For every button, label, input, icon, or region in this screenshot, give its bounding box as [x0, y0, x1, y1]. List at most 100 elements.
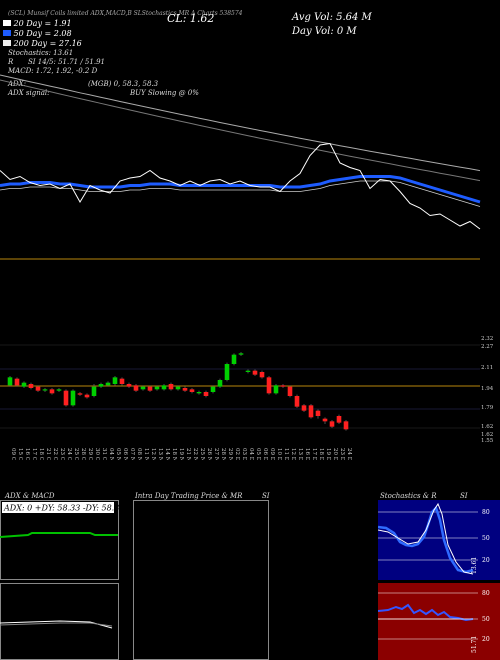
date-tick-label: 21 Nov [185, 448, 191, 460]
ma20-readout: 20 Day = 1.91 [3, 19, 72, 28]
date-tick-label: 24 Oct [66, 448, 72, 460]
date-tick-label: 08 Nov [136, 448, 142, 460]
close-price: CL: 1.62 [167, 12, 215, 25]
price-axis-label: 2.11 [481, 365, 493, 371]
candle-body [77, 393, 83, 395]
date-tick-label: 16 Oct [24, 448, 30, 460]
date-tick-label: 18 Oct [38, 448, 44, 460]
candle-body [49, 389, 55, 394]
candle-body [203, 392, 209, 396]
candle-body [259, 372, 265, 378]
date-tick-label: 05 Nov [115, 448, 121, 460]
ma200-line [0, 74, 481, 172]
rsi-last-value: 51.71 [471, 636, 478, 653]
candle-body [217, 380, 223, 387]
ma50-readout: 50 Day = 2.08 [3, 29, 72, 38]
candle-body [294, 396, 300, 407]
candle-body [308, 405, 314, 418]
date-tick-label: 12 Nov [150, 448, 156, 460]
stoch-panel-title: Stochastics & R [380, 492, 437, 500]
rsi-line [378, 603, 474, 622]
ma200-swatch [3, 40, 11, 46]
rsi-panel: 80 50 20 51.71 [378, 583, 500, 660]
intraday-panel-frame [133, 500, 269, 660]
candle-body [343, 421, 349, 430]
stoch-tick-label: 80 [482, 509, 490, 516]
price-axis-label: 1.94 [481, 386, 494, 392]
candle-body [154, 386, 160, 390]
date-tick-label: 29 Nov [227, 448, 233, 460]
candle-body [105, 382, 111, 386]
date-tick-label: 15 Oct [17, 448, 23, 460]
candle-body [210, 386, 216, 392]
ma20-line [0, 180, 481, 207]
date-tick-label: 02 Dec [234, 448, 240, 460]
price-axis-label: 2.27 [481, 344, 494, 350]
candle-body [336, 416, 342, 423]
macd-signal-line [0, 622, 113, 627]
rsi-panel-bg [378, 583, 500, 660]
candle-body [189, 389, 195, 392]
stoch-d-line [378, 502, 474, 575]
date-tick-label: 10 Dec [276, 448, 282, 460]
date-tick-label: 09 Oct [10, 448, 16, 460]
stochastics-panel: 80 50 20 13.61 [378, 500, 500, 580]
intraday-panel [133, 500, 269, 660]
date-tick-label: 14 Nov [164, 448, 170, 460]
candle-body [266, 377, 272, 394]
candles [7, 352, 349, 431]
candle-body [126, 384, 132, 387]
date-tick-label: 13 Dec [297, 448, 303, 460]
date-tick-label: 17 Oct [31, 448, 37, 460]
date-tick-label: 12 Dec [290, 448, 296, 460]
candle-body [147, 386, 153, 391]
adx-readout: ADX: 0 +DY: 58.33 -DY: 58.33 [3, 504, 120, 513]
signal-text: BUY Slowing @ 0% [130, 89, 199, 97]
date-tick-label: 06 Nov [122, 448, 128, 460]
macd-panel [0, 583, 119, 660]
date-tick-label: 07 Nov [129, 448, 135, 460]
rsi-tick-label: 50 [482, 616, 490, 623]
date-tick-label: 19 Nov [178, 448, 184, 460]
date-tick-label: 29 Oct [87, 448, 93, 460]
candle-body [70, 390, 76, 406]
candle-body [119, 378, 125, 384]
candle-body [84, 394, 90, 398]
candle-body [28, 384, 34, 388]
candle-body [273, 385, 279, 394]
rsi-tick-label: 80 [482, 590, 490, 597]
date-tick-label: 13 Nov [157, 448, 163, 460]
chart-title: (SCL) Munsif Coils limited ADX,MACD,B SL… [8, 10, 243, 17]
date-tick-label: 11 Dec [283, 448, 289, 460]
candle-body [224, 364, 230, 380]
stoch-tick-label: 50 [482, 535, 490, 542]
date-tick-label: 19 Dec [325, 448, 331, 460]
candle-body [133, 385, 139, 391]
candle-body [14, 378, 20, 386]
price-axis-label: 1.79 [481, 405, 494, 411]
price-line [0, 142, 481, 230]
date-tick-label: 23 Oct [59, 448, 65, 460]
candle-body [161, 385, 167, 390]
price-axis-label: 1.55 [481, 438, 494, 444]
candle-body [329, 421, 335, 427]
candle-body [140, 386, 146, 390]
price-axis: 2.322.272.111.941.791.621.621.55 [481, 336, 494, 444]
ma-lines [0, 74, 481, 230]
price-axis-label: 2.32 [481, 336, 493, 342]
adx-plus-line [0, 532, 118, 538]
candle-body [112, 377, 118, 384]
candle-body [252, 370, 258, 375]
date-tick-label: 04 Nov [108, 448, 114, 460]
stoch-tick-label: 20 [482, 557, 490, 564]
date-tick-label: 28 Nov [220, 448, 226, 460]
adx-readout-bg [2, 502, 114, 513]
candle-body [91, 386, 97, 396]
stoch-last-value: 13.61 [471, 557, 478, 574]
candle-body [280, 385, 286, 387]
avg-volume: Avg Vol: 5.64 M [292, 12, 372, 23]
intraday-panel-suffix: SI [262, 492, 270, 500]
adx-panel-title: ADX & MACD [5, 492, 55, 500]
date-tick-label: 16 Dec [304, 448, 310, 460]
price-axis-label: 1.62 [481, 424, 493, 430]
